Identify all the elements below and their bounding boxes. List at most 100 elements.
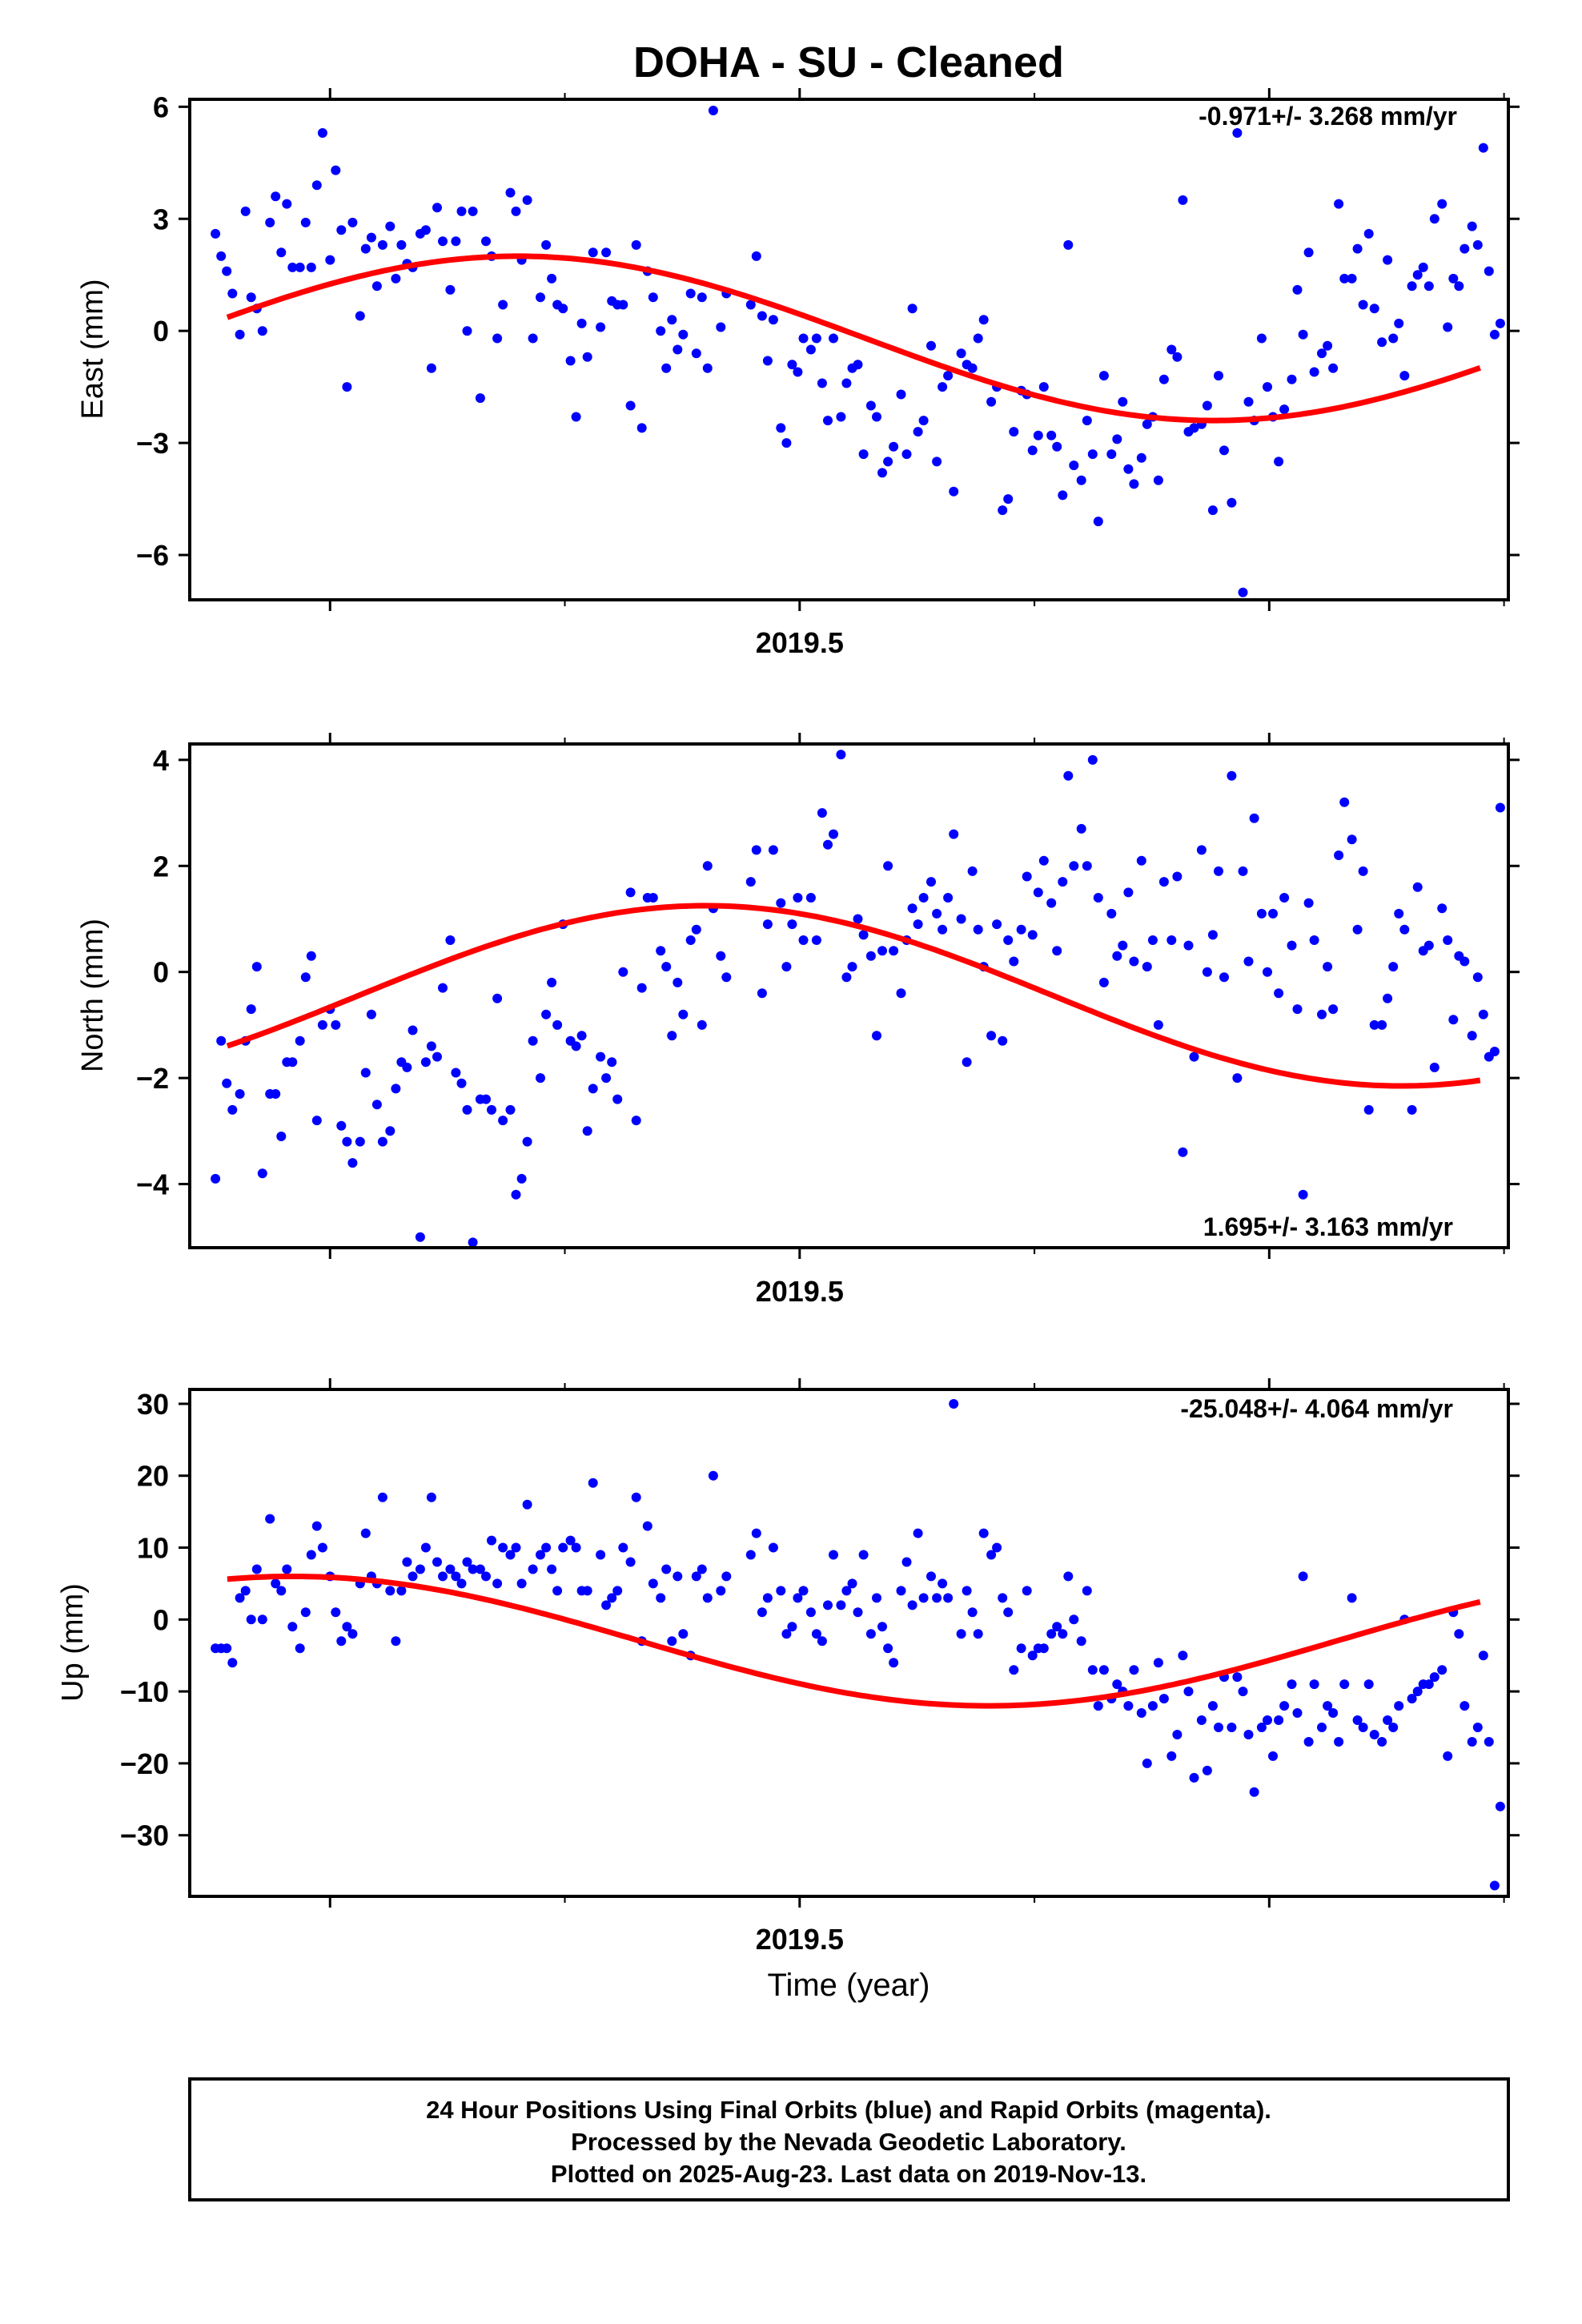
north-data-point — [1027, 930, 1038, 940]
east-data-point — [943, 371, 954, 381]
east-data-point — [1093, 517, 1103, 527]
north-data-point — [516, 1173, 527, 1184]
east-data-point — [841, 378, 852, 388]
north-data-point — [1328, 1004, 1339, 1015]
up-data-point — [1189, 1772, 1199, 1783]
up-data-point — [823, 1600, 833, 1610]
east-data-point — [1412, 270, 1423, 280]
up-data-point — [768, 1542, 778, 1553]
north-data-point — [366, 1009, 376, 1019]
east-data-point — [391, 273, 401, 283]
east-data-point — [432, 203, 442, 213]
east-data-point — [762, 356, 773, 366]
east-data-point — [618, 300, 628, 310]
north-data-point — [355, 1136, 365, 1147]
east-data-point — [625, 400, 636, 411]
east-data-point — [1423, 281, 1434, 292]
north-data-point — [1069, 861, 1079, 871]
east-data-point — [978, 315, 989, 325]
north-data-point — [768, 845, 778, 855]
east-data-point — [1383, 255, 1393, 265]
north-ytick-label: −2 — [136, 1062, 169, 1095]
north-data-point — [932, 908, 942, 919]
north-data-point — [216, 1035, 227, 1046]
north-data-point — [648, 893, 658, 903]
up-data-point — [1412, 1687, 1423, 1697]
up-data-point — [697, 1564, 707, 1574]
east-data-point — [901, 449, 912, 460]
up-data-point — [607, 1593, 617, 1603]
north-data-point — [222, 1078, 232, 1088]
up-data-point — [1227, 1723, 1237, 1732]
up-data-point — [385, 1586, 396, 1596]
up-data-point — [1263, 1715, 1272, 1725]
up-data-point — [1069, 1614, 1079, 1625]
up-data-point — [462, 1557, 472, 1567]
north-data-point — [1467, 1031, 1477, 1041]
up-data-point — [420, 1542, 431, 1553]
up-data-point — [1377, 1737, 1387, 1747]
up-data-point — [1443, 1751, 1453, 1761]
north-data-point — [528, 1035, 538, 1046]
footer-line-1: 24 Hour Positions Using Final Orbits (bl… — [426, 2096, 1271, 2124]
east-data-point — [805, 344, 816, 355]
up-data-point — [475, 1564, 485, 1574]
up-data-point — [913, 1528, 923, 1538]
up-data-point — [618, 1542, 628, 1553]
north-data-point — [745, 877, 756, 887]
up-data-point — [552, 1586, 563, 1596]
east-data-point — [702, 363, 713, 373]
up-data-point — [311, 1521, 322, 1531]
east-data-point — [697, 292, 707, 303]
north-data-point — [1388, 962, 1399, 972]
north-data-point — [432, 1051, 442, 1062]
up-data-point — [511, 1542, 521, 1553]
up-data-point — [432, 1557, 442, 1567]
east-data-point — [1027, 445, 1038, 456]
east-data-point — [222, 266, 232, 276]
north-data-point — [1038, 855, 1049, 866]
up-data-point — [336, 1636, 347, 1647]
up-data-point — [853, 1607, 863, 1618]
north-data-point — [1358, 866, 1368, 876]
north-data-point — [576, 1031, 587, 1041]
north-data-point — [391, 1084, 401, 1094]
north-data-point — [596, 1051, 606, 1062]
up-data-point — [678, 1629, 689, 1639]
east-data-point — [998, 505, 1008, 516]
up-data-point — [1196, 1715, 1207, 1725]
up-data-point — [1279, 1701, 1290, 1711]
footer-box: 24 Hour Positions Using Final Orbits (bl… — [188, 2077, 1510, 2201]
north-data-point — [776, 898, 786, 908]
north-data-point — [1238, 866, 1248, 876]
up-data-point — [1303, 1737, 1314, 1747]
north-data-point — [918, 893, 929, 903]
up-data-point — [1098, 1665, 1109, 1675]
east-data-point — [877, 468, 887, 478]
north-data-point — [702, 861, 713, 871]
east-data-point — [1009, 427, 1019, 437]
north-data-point — [618, 967, 628, 977]
up-data-point — [596, 1550, 606, 1560]
up-data-point — [1214, 1723, 1223, 1732]
east-data-point — [1292, 284, 1303, 295]
up-data-point — [541, 1542, 552, 1553]
east-data-point — [541, 239, 552, 250]
north-data-point — [1472, 972, 1483, 983]
up-data-point — [1129, 1665, 1139, 1675]
east-data-point — [492, 333, 503, 344]
up-data-point — [1388, 1723, 1399, 1732]
up-data-point — [227, 1658, 238, 1668]
north-data-point — [1058, 877, 1068, 887]
east-data-point — [829, 333, 838, 344]
up-data-point — [246, 1614, 256, 1625]
up-data-point — [271, 1578, 281, 1589]
north-data-point — [582, 1126, 592, 1136]
north-data-point — [889, 946, 899, 956]
east-data-point — [956, 348, 966, 359]
north-data-point — [1207, 930, 1218, 940]
east-data-point — [1142, 419, 1152, 429]
east-frame — [188, 98, 1510, 601]
north-data-point — [1352, 924, 1363, 935]
east-data-point — [1207, 505, 1218, 516]
